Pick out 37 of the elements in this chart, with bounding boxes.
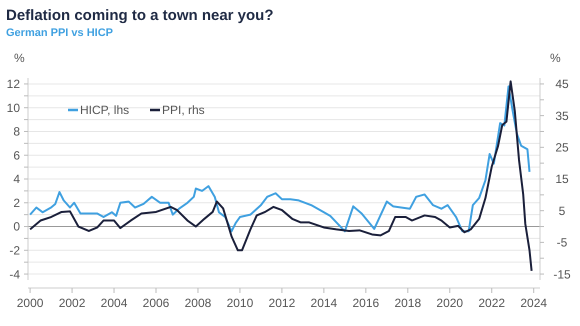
x-tick-label: 2024	[520, 296, 548, 310]
y-tick-label: 4	[13, 172, 20, 186]
y-tick-label: 12	[6, 77, 20, 92]
chart-title: Deflation coming to a town near you?	[6, 7, 274, 24]
y2-tick-label: -5	[556, 236, 568, 250]
x-tick-label: 2008	[184, 296, 212, 310]
y2-tick-label: 35	[555, 108, 569, 123]
y-tick-label: -2	[9, 243, 20, 258]
line-series	[29, 80, 533, 272]
x-tick-label: 2022	[478, 296, 506, 310]
y2-tick-label: 25	[555, 140, 569, 155]
x-tick-label: 2006	[142, 296, 170, 310]
x-tick-label: 2004	[100, 296, 128, 310]
y-tick-label: 0	[13, 220, 20, 234]
x-tick-label: 2010	[226, 296, 254, 310]
legend-label: HICP, lhs	[80, 103, 130, 118]
x-tick-label: 2012	[268, 296, 296, 310]
y2-tick-label: 15	[555, 172, 569, 186]
y-axis-title: %	[14, 51, 25, 65]
y-tick-label: 2	[13, 196, 20, 210]
y2-axis-title: %	[550, 51, 561, 65]
y-tick-label: -4	[9, 267, 20, 282]
y2-tick-label: -15	[553, 267, 571, 282]
chart-subtitle: German PPI vs HICP	[6, 27, 113, 39]
line-series	[29, 85, 531, 232]
y2-tick-label: 5	[558, 204, 566, 218]
x-tick-label: 2014	[310, 296, 338, 310]
y-tick-label: 10	[6, 100, 20, 115]
y-tick-label: 6	[13, 148, 20, 162]
y-tick-label: 8	[13, 124, 20, 139]
legend-label: PPI, rhs	[162, 103, 205, 118]
x-tick-label: 2020	[436, 296, 464, 310]
y2-tick-label: 45	[555, 77, 569, 92]
x-tick-label: 2000	[16, 296, 44, 310]
x-tick-label: 2016	[352, 296, 380, 310]
x-tick-label: 2018	[394, 296, 422, 310]
x-tick-label: 2002	[58, 296, 86, 310]
